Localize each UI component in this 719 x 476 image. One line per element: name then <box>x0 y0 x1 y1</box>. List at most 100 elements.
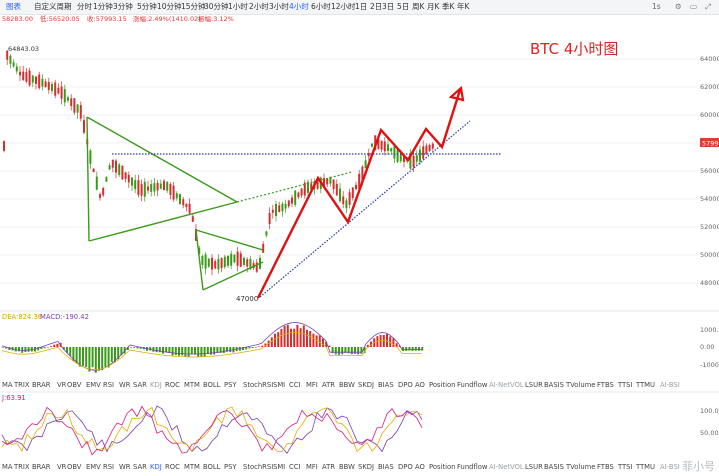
settings-icon[interactable]: ⚙ <box>675 2 682 11</box>
indicator-tab-TVolume[interactable]: TVolume <box>566 381 596 389</box>
indicator-tab-WR[interactable]: WR <box>119 381 131 389</box>
indicator-tab-MA[interactable]: MA <box>2 463 13 471</box>
indicator-tab-EMV[interactable]: EMV <box>86 463 101 471</box>
timeframe-年K[interactable]: 年K <box>457 2 470 11</box>
timeframe-12小时[interactable]: 12小时 <box>331 2 356 11</box>
indicator-tab-AO[interactable]: AO <box>415 463 425 471</box>
indicator-tab-PSY[interactable]: PSY <box>224 463 237 471</box>
indicator-tab-PSY[interactable]: PSY <box>224 381 237 389</box>
indicator-tab-SMI[interactable]: SMI <box>273 381 286 389</box>
indicator-tab-AI-BSI[interactable]: AI-BSI <box>660 381 680 389</box>
indicator-tab-MTM[interactable]: MTM <box>184 463 200 471</box>
indicator-tab-ATR[interactable]: ATR <box>322 463 335 471</box>
indicator-tab-CCI[interactable]: CCI <box>289 381 301 389</box>
candle-body <box>134 180 137 190</box>
indicator-tab-KDJ[interactable]: KDJ <box>150 463 162 471</box>
indicator-tab-BASIS[interactable]: BASIS <box>544 381 564 389</box>
indicator-tab-TVolume[interactable]: TVolume <box>566 463 596 471</box>
timeframe-6小时[interactable]: 6小时 <box>311 2 331 11</box>
indicator-tab-BBW[interactable]: BBW <box>339 381 355 389</box>
timeframe-3小时[interactable]: 3小时 <box>269 2 289 11</box>
indicator-tab-MFI[interactable]: MFI <box>306 381 318 389</box>
indicator-tab-TTMU[interactable]: TTMU <box>636 463 656 471</box>
layout-icon[interactable]: ▭ <box>690 2 698 11</box>
indicator-tab-MFI[interactable]: MFI <box>306 463 318 471</box>
indicator-tab-StochRSI[interactable]: StochRSI <box>243 381 274 389</box>
indicator-tab-RSI[interactable]: RSI <box>103 463 115 471</box>
indicator-tab-StochRSI[interactable]: StochRSI <box>243 463 274 471</box>
indicator-tab-RSI[interactable]: RSI <box>103 381 115 389</box>
indicator-tab-OBV[interactable]: OBV <box>67 381 82 389</box>
indicator-tab-TRIX[interactable]: TRIX <box>14 463 30 471</box>
timeframe-周K[interactable]: 周K <box>412 2 425 11</box>
indicator-tab-ATR[interactable]: ATR <box>322 381 335 389</box>
indicator-tab-VR[interactable]: VR <box>57 381 67 389</box>
indicator-tab-LSUR[interactable]: LSUR <box>525 463 543 471</box>
indicator-tab-Position[interactable]: Position <box>429 381 456 389</box>
timeframe-2小时[interactable]: 2小时 <box>249 2 269 11</box>
indicator-tab-MA[interactable]: MA <box>2 381 13 389</box>
indicator-tab-BBW[interactable]: BBW <box>339 463 355 471</box>
timeframe-4小时[interactable]: 4小时 <box>289 2 309 11</box>
indicator-tab-VR[interactable]: VR <box>57 463 67 471</box>
timeframe-30分钟[interactable]: 30分钟 <box>204 2 229 11</box>
indicator-tab-BOLL[interactable]: BOLL <box>203 381 221 389</box>
indicator-tab-OBV[interactable]: OBV <box>67 463 82 471</box>
indicator-tab-TRIX[interactable]: TRIX <box>14 381 30 389</box>
indicator-tab-BRAR[interactable]: BRAR <box>32 463 51 471</box>
timeframe-3日[interactable]: 3日 <box>382 2 395 11</box>
indicator-tab-CCI[interactable]: CCI <box>289 463 301 471</box>
indicator-tab-LSUR[interactable]: LSUR <box>525 381 543 389</box>
period-toolbar: 图表 自定义周期 分时 1分钟 3分钟 5分钟 10分钟 15分钟 30分钟 1小时 2小时 3小… <box>0 0 719 15</box>
indicator-tab-AI-NetVOL[interactable]: AI-NetVOL <box>489 463 524 471</box>
indicator-tab-AI-BSI[interactable]: AI-BSI <box>660 463 680 471</box>
timeframe-月K[interactable]: 月K <box>427 2 440 11</box>
indicator-tab-BIAS[interactable]: BIAS <box>378 381 394 389</box>
indicator-tab-BASIS[interactable]: BASIS <box>544 463 564 471</box>
indicator-tab-AI-NetVOL[interactable]: AI-NetVOL <box>489 381 524 389</box>
timeframe-5日[interactable]: 5日 <box>397 2 410 11</box>
timeframe-5分钟[interactable]: 5分钟 <box>137 2 157 11</box>
indicator-tab-DPO[interactable]: DPO <box>398 463 413 471</box>
indicator-tab-TTSI[interactable]: TTSI <box>618 381 633 389</box>
indicator-tab-Position[interactable]: Position <box>429 463 456 471</box>
indicator-tab-TTSI[interactable]: TTSI <box>618 463 633 471</box>
indicator-tab-WR[interactable]: WR <box>119 463 131 471</box>
indicator-tab-Fundflow[interactable]: Fundflow <box>457 463 488 471</box>
timeframe-2日[interactable]: 2日 <box>370 2 383 11</box>
indicator-tab-BRAR[interactable]: BRAR <box>32 381 51 389</box>
timeframe-季K[interactable]: 季K <box>442 2 455 11</box>
indicator-tab-SKDJ[interactable]: SKDJ <box>358 381 375 389</box>
timeframe-1分钟[interactable]: 1分钟 <box>93 2 113 11</box>
timeframe-15分钟[interactable]: 15分钟 <box>181 2 206 11</box>
fullscreen-icon[interactable]: ⤢ <box>705 2 711 11</box>
indicator-tab-SAR[interactable]: SAR <box>133 381 147 389</box>
candle-body <box>63 89 66 103</box>
custom-period-button[interactable]: 自定义周期 <box>34 2 72 11</box>
indicator-tab-ROC[interactable]: ROC <box>165 381 180 389</box>
timeframe-分时[interactable]: 分时 <box>77 2 92 11</box>
indicator-tab-SKDJ[interactable]: SKDJ <box>358 463 375 471</box>
indicator-tab-BIAS[interactable]: BIAS <box>378 463 394 471</box>
indicator-tab-SAR[interactable]: SAR <box>133 463 147 471</box>
macd-bar <box>283 325 286 347</box>
timeframe-3分钟[interactable]: 3分钟 <box>113 2 133 11</box>
indicator-tab-AO[interactable]: AO <box>415 381 425 389</box>
timeframe-1小时[interactable]: 1小时 <box>228 2 248 11</box>
timeframe-1日[interactable]: 1日 <box>355 2 368 11</box>
indicator-tab-FTBS[interactable]: FTBS <box>597 381 614 389</box>
macd-bar <box>82 347 84 366</box>
indicator-tab-FTBS[interactable]: FTBS <box>597 463 614 471</box>
indicator-tab-Fundflow[interactable]: Fundflow <box>457 381 488 389</box>
indicator-tab-BOLL[interactable]: BOLL <box>203 463 221 471</box>
indicator-tab-TTMU[interactable]: TTMU <box>636 381 656 389</box>
indicator-tab-MTM[interactable]: MTM <box>184 381 200 389</box>
projection-arrowhead <box>448 85 465 102</box>
indicator-tab-SMI[interactable]: SMI <box>273 463 286 471</box>
timeframe-10分钟[interactable]: 10分钟 <box>157 2 182 11</box>
indicator-tab-EMV[interactable]: EMV <box>86 381 101 389</box>
indicator-tab-KDJ[interactable]: KDJ <box>150 381 162 389</box>
indicator-tab-DPO[interactable]: DPO <box>398 381 413 389</box>
indicator-tab-ROC[interactable]: ROC <box>165 463 180 471</box>
